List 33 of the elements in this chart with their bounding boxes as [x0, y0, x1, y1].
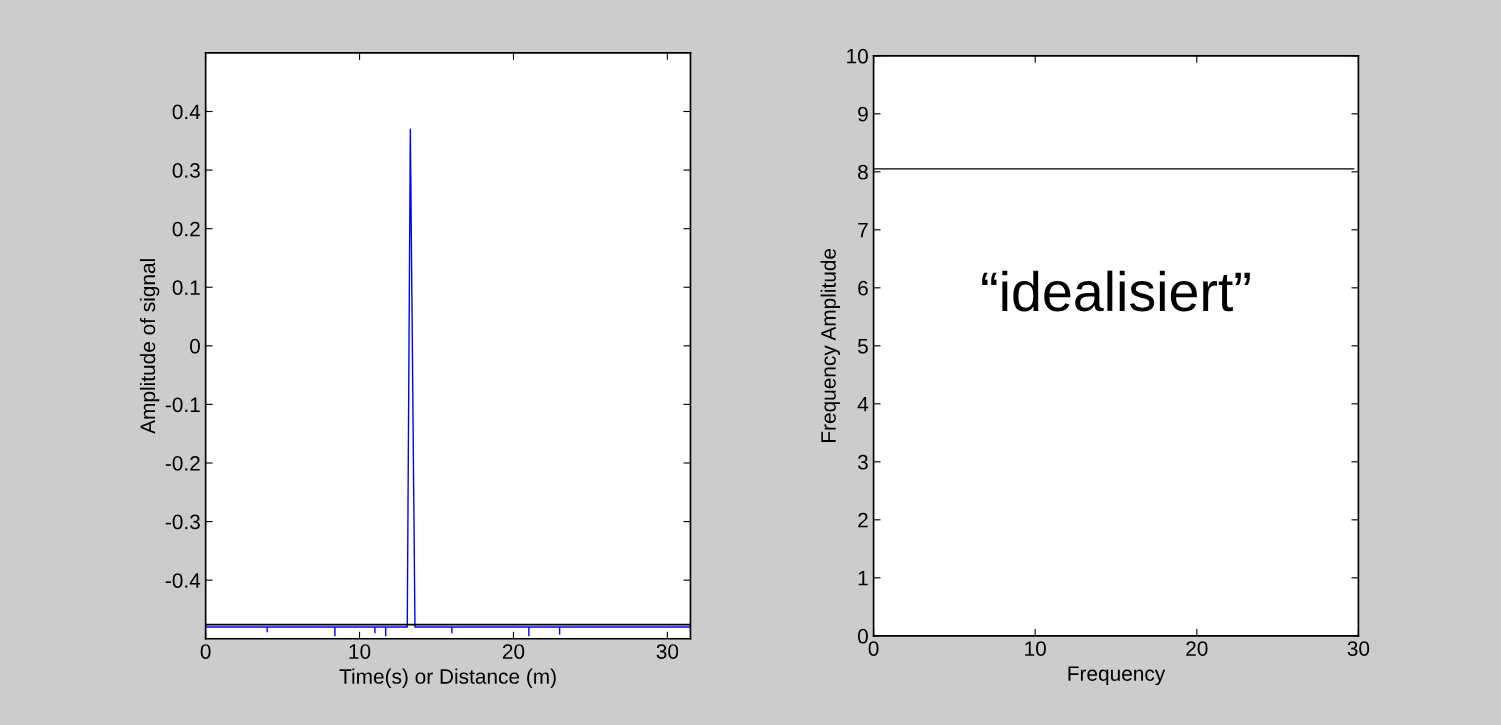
x-tick-label: 20	[502, 644, 525, 659]
y-tick-label: 0	[857, 628, 868, 644]
y-tick-label: 4	[857, 397, 869, 412]
x-tick-label: 20	[1186, 641, 1208, 656]
y-tick-label: 6	[858, 280, 868, 296]
y-tick-label: 1	[858, 571, 868, 586]
y-tick-label: 0	[190, 338, 200, 354]
x-tick-label: 30	[1347, 641, 1370, 656]
y-tick-label: 2	[858, 512, 868, 528]
x-tick-label: 30	[656, 644, 679, 659]
y-tick-label: 0.1	[172, 280, 200, 295]
x-tick-label: 0	[868, 641, 879, 656]
y-tick-label: 10	[847, 48, 868, 64]
y-tick-label: 3	[857, 454, 868, 470]
annotation: “idealisiert”	[982, 270, 1250, 312]
y-tick-label: 0.2	[172, 221, 200, 237]
y-tick-label: 0.4	[172, 104, 201, 120]
x-tick-label: 10	[1025, 641, 1046, 656]
x-axis-title: Time(s) or Distance (m)	[339, 668, 556, 688]
y-tick-label: -0.3	[165, 514, 200, 530]
y-tick-label: 5	[857, 339, 868, 354]
x-tick-label: 0	[200, 644, 211, 659]
x-axis-title: Frequency	[1068, 666, 1166, 686]
y-axis-title: Amplitude of signal	[139, 259, 160, 434]
y-tick-label: 7	[858, 223, 868, 238]
x-tick-label: 10	[349, 644, 371, 659]
y-tick-label: -0.4	[165, 573, 201, 588]
y-tick-label: 9	[858, 106, 868, 122]
y-tick-label: -0.1	[165, 397, 200, 413]
y-tick-label: -0.2	[165, 455, 200, 471]
y-tick-label: 0.3	[172, 163, 200, 178]
y-tick-label: 8	[858, 164, 868, 180]
y-axis-title: Frequency Amplitude	[820, 248, 840, 442]
